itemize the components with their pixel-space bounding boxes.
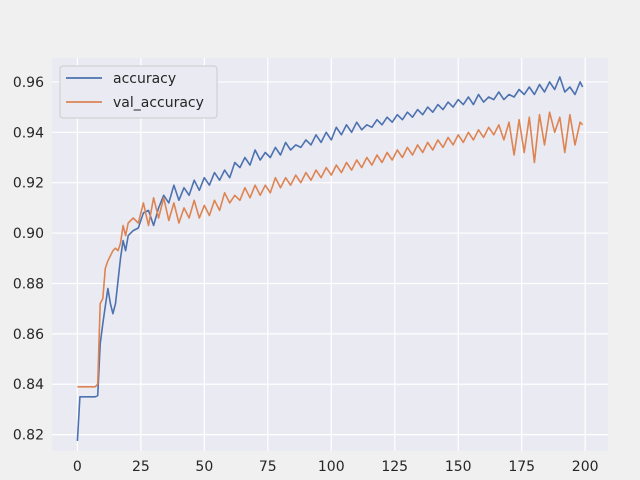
- y-tick-label: 0.84: [13, 377, 44, 393]
- series-group: [76, 76, 584, 441]
- x-tick-label: 100: [318, 459, 345, 475]
- legend-box: [59, 65, 218, 119]
- x-tick-label: 50: [195, 459, 213, 475]
- y-tick-label: 0.90: [13, 226, 44, 242]
- plot-area: [52, 58, 608, 451]
- grid: [52, 58, 608, 451]
- series-line-val-accuracy: [77, 111, 584, 388]
- y-tick-label: 0.96: [13, 75, 44, 91]
- legend-label-val-accuracy: val_accuracy: [113, 95, 204, 111]
- x-tick-label: 175: [508, 459, 535, 475]
- legend-label-accuracy: accuracy: [113, 71, 176, 87]
- series-line-accuracy: [76, 76, 584, 441]
- y-tick-label: 0.86: [13, 327, 44, 343]
- x-tick-label: 150: [445, 459, 472, 475]
- x-tick-label: 25: [132, 459, 150, 475]
- x-tick-label: 0: [73, 459, 82, 475]
- y-tick-label: 0.92: [13, 176, 44, 192]
- x-tick-label: 75: [259, 459, 277, 475]
- y-tick-label: 0.88: [13, 276, 44, 292]
- y-tick-label: 0.82: [13, 428, 44, 444]
- x-tick-label: 200: [572, 459, 599, 475]
- y-tick-label: 0.94: [13, 125, 44, 141]
- tick-labels: 0 25 50 75 100 125 150 175 200 0.82 0.84 0.86 0.88 0.…: [13, 75, 599, 475]
- legend: accuracy val_accuracy: [59, 65, 218, 119]
- x-tick-label: 125: [381, 459, 408, 475]
